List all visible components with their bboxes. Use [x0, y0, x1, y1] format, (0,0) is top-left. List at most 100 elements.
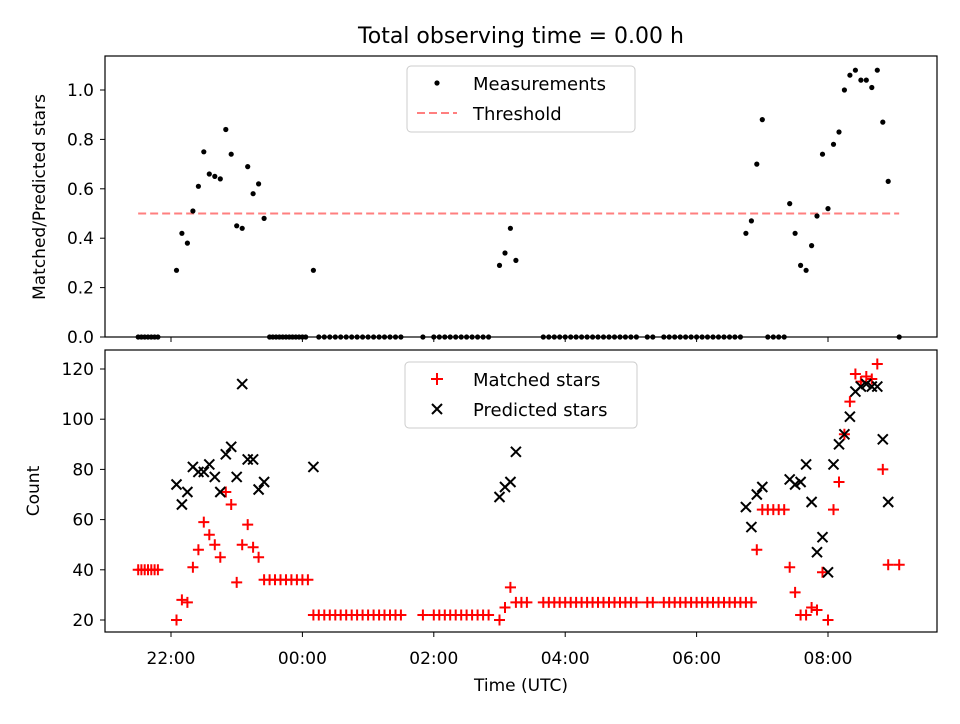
- measurement-point: [195, 183, 201, 189]
- bottom-y-tick-label: 40: [72, 561, 94, 581]
- top-x-ticks: [170, 337, 829, 342]
- measurement-point: [239, 225, 245, 231]
- bottom-axes-frame: [104, 349, 938, 633]
- matched-star-point: [176, 594, 188, 606]
- predicted-star-point: [745, 521, 758, 533]
- measurement-point: [184, 240, 190, 246]
- top-y-tick-label: 1.0: [67, 81, 94, 101]
- predicted-star-point: [220, 448, 232, 461]
- measurement-point: [513, 257, 519, 263]
- legend-measurements-label: Measurements: [473, 74, 606, 95]
- measurement-point: [852, 67, 859, 73]
- top-legend: Measurements Threshold: [406, 65, 636, 133]
- matched-star-point: [778, 504, 790, 516]
- matched-star-point: [860, 371, 872, 382]
- bottom-data-marks: [132, 358, 905, 626]
- matched-star-point: [844, 396, 856, 408]
- measurement-point: [841, 87, 848, 93]
- measurement-point: [836, 129, 842, 135]
- matched-star-point: [242, 519, 254, 531]
- measurement-point: [201, 149, 207, 155]
- measurement-point: [502, 250, 508, 256]
- measurement-point: [256, 181, 262, 187]
- measurement-point: [179, 230, 185, 236]
- matched-star-point: [751, 544, 763, 556]
- predicted-star-point: [230, 471, 243, 483]
- top-panel: 0.0 0.2 0.4 0.6 0.8 1.0 Matched/Predicted sta…: [30, 55, 938, 348]
- matched-star-point: [231, 576, 243, 588]
- measurement-point: [261, 215, 267, 221]
- predicted-star-point: [816, 531, 829, 543]
- predicted-star-point: [882, 496, 894, 508]
- matched-star-point: [247, 541, 259, 553]
- measurement-point: [223, 126, 229, 133]
- bottom-y-ticks: 20 40 60 80 100 120: [62, 360, 105, 631]
- measurement-point: [869, 84, 875, 91]
- top-legend-box: [406, 65, 636, 133]
- matched-star-point: [849, 368, 861, 380]
- matched-star-point: [225, 499, 237, 510]
- matched-star-point: [417, 609, 429, 621]
- bottom-y-tick-label: 120: [62, 360, 94, 380]
- predicted-star-point: [800, 458, 812, 471]
- predicted-star-point: [225, 441, 237, 453]
- top-axes-frame: [104, 55, 938, 338]
- matched-star-point: [203, 529, 215, 541]
- matched-star-point: [236, 539, 248, 551]
- predicted-star-point: [833, 438, 845, 451]
- predicted-star-point: [877, 433, 889, 446]
- measurement-point: [830, 141, 837, 147]
- matched-star-point: [893, 559, 905, 571]
- matched-star-point: [395, 609, 407, 621]
- x-tick-label: 22:00: [147, 649, 196, 669]
- predicted-star-point: [871, 380, 884, 393]
- measurement-point: [234, 223, 240, 229]
- matched-star-point: [220, 486, 232, 498]
- legend-predicted-marker: [431, 403, 443, 415]
- top-y-axis-label: Matched/Predicted stars: [30, 94, 50, 300]
- top-y-tick-label: 0.4: [67, 229, 94, 249]
- matched-star-point: [784, 561, 796, 573]
- measurement-point: [245, 164, 251, 170]
- matched-star-point: [866, 373, 878, 385]
- bottom-panel: 20 40 60 80 100 120 22:00 00:00 02:00 04:00 06:00…: [24, 349, 938, 696]
- top-y-tick-label: 0.2: [67, 279, 94, 299]
- predicted-star-point: [203, 458, 216, 471]
- bottom-y-axis-label: Count: [24, 465, 44, 516]
- matched-star-point: [877, 463, 889, 475]
- x-tick-label: 08:00: [804, 649, 853, 669]
- bottom-legend: Matched stars Predicted stars: [404, 361, 638, 429]
- predicted-star-point: [247, 453, 259, 466]
- predicted-star-point: [811, 546, 823, 558]
- matched-star-point: [789, 586, 801, 598]
- matched-star-point: [483, 609, 495, 621]
- predicted-star-point: [751, 488, 763, 501]
- measurement-point: [880, 119, 886, 125]
- measurement-point: [819, 151, 826, 157]
- measurement-point: [173, 267, 180, 273]
- legend-measurements-marker: [434, 80, 440, 86]
- matched-star-point: [499, 602, 511, 613]
- measurement-point: [754, 161, 760, 167]
- measurement-point: [814, 213, 820, 219]
- predicted-star-point: [844, 410, 856, 423]
- measurement-point: [858, 77, 864, 83]
- matched-star-point: [214, 551, 226, 563]
- bottom-y-tick-label: 60: [72, 511, 94, 531]
- x-tick-label: 06:00: [672, 649, 721, 669]
- matched-star-point: [828, 504, 839, 516]
- top-y-tick-label: 0.0: [67, 328, 94, 348]
- matched-star-point: [871, 358, 883, 370]
- measurement-point: [874, 67, 880, 73]
- legend-matched-marker: [431, 373, 443, 385]
- matched-star-point: [817, 566, 828, 578]
- measurement-point: [507, 225, 513, 231]
- matched-star-point: [253, 551, 265, 563]
- measurement-point: [847, 72, 853, 78]
- measurement-point: [496, 262, 503, 268]
- predicted-star-point: [838, 428, 851, 441]
- bottom-legend-box: [404, 361, 638, 429]
- measurement-point: [310, 267, 316, 273]
- measurement-point: [217, 176, 223, 182]
